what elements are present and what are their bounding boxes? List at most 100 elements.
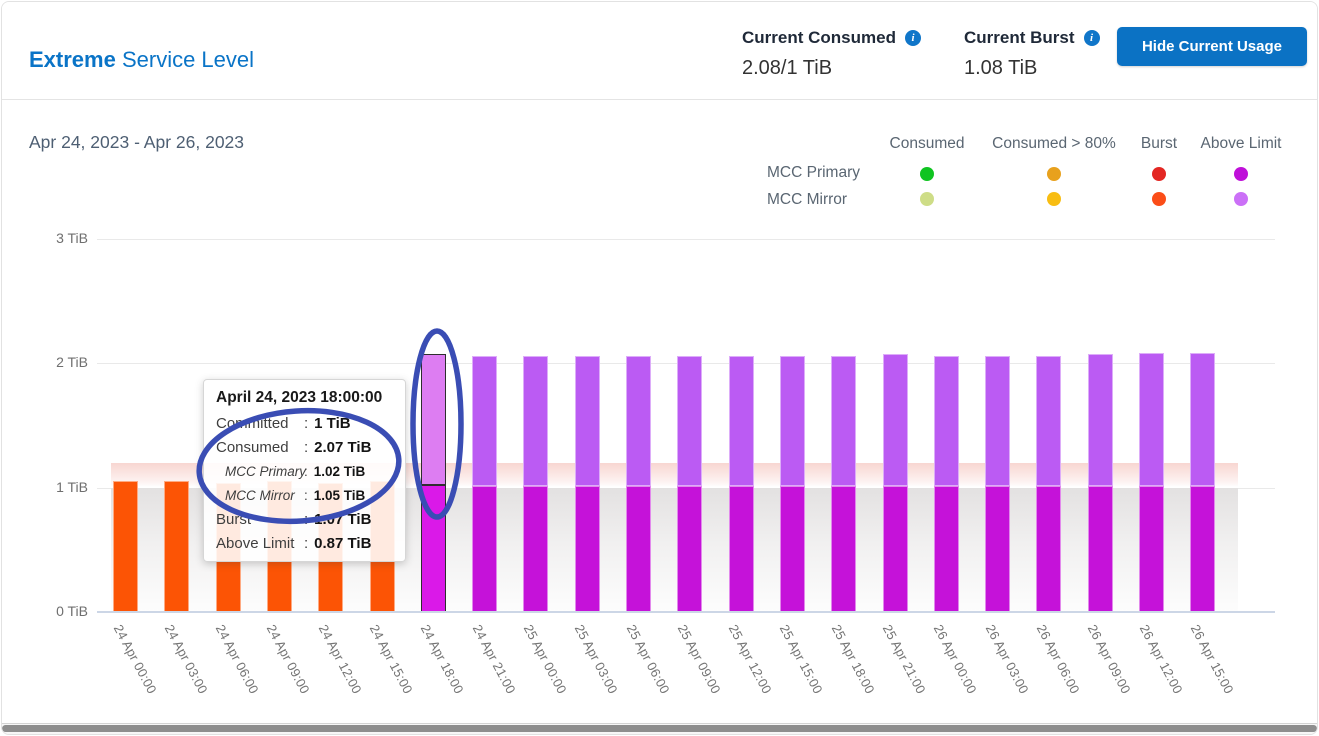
- gridline: [97, 238, 1275, 240]
- x-axis-label: 26 Apr 09:00: [1084, 622, 1134, 697]
- service-level-name: Extreme: [29, 47, 116, 72]
- bar-segment-mcc-primary[interactable]: [1139, 486, 1164, 612]
- tooltip-row-value: 1.05 TiB: [313, 488, 366, 503]
- bar-segment-mcc-mirror[interactable]: [574, 355, 600, 487]
- bar-segment-mcc-primary[interactable]: [779, 486, 805, 612]
- tooltip-row: Committed:1 TiB: [216, 412, 393, 436]
- legend-dot: [1152, 167, 1166, 181]
- bar-segment-mcc-mirror[interactable]: [1190, 353, 1216, 487]
- bar-segment-mcc-mirror[interactable]: [472, 355, 498, 487]
- x-axis-label: 25 Apr 09:00: [674, 622, 724, 697]
- x-axis-label: 25 Apr 18:00: [828, 622, 878, 697]
- tooltip-row-value: 1.07 TiB: [314, 511, 372, 528]
- legend-column-header: Consumed > 80%: [992, 135, 1116, 152]
- x-axis-label: 25 Apr 15:00: [777, 622, 827, 697]
- bar-segment-mcc-mirror[interactable]: [1139, 353, 1164, 487]
- bar-segment-mcc-mirror[interactable]: [728, 355, 754, 487]
- current-burst-metric: Current Burst i 1.08 TiB: [964, 28, 1100, 80]
- x-axis-label: 24 Apr 00:00: [110, 622, 160, 697]
- info-icon[interactable]: i: [1083, 30, 1100, 46]
- legend-dot: [1234, 192, 1248, 206]
- bar-segment-mcc-mirror[interactable]: [933, 355, 959, 487]
- bar-segment-mcc-mirror[interactable]: [1036, 355, 1062, 487]
- current-burst-label: Current Burst: [964, 28, 1075, 47]
- info-icon[interactable]: i: [904, 30, 921, 46]
- tooltip-row: Burst:1.07 TiB: [216, 508, 393, 532]
- tooltip-row-label: Above Limit: [216, 535, 295, 552]
- tooltip-row-label: MCC Mirror: [225, 488, 295, 503]
- bar-segment-mcc-primary[interactable]: [574, 486, 600, 612]
- horizontal-scrollbar[interactable]: [2, 723, 1317, 734]
- legend-dot: [920, 192, 934, 206]
- bar-segment-mcc-primary[interactable]: [831, 486, 857, 612]
- hide-current-usage-button[interactable]: Hide Current Usage: [1117, 27, 1307, 66]
- tooltip-row-label: MCC Primary: [225, 464, 306, 479]
- page-title: Extreme Service Level: [29, 47, 255, 72]
- legend-dot: [1047, 167, 1061, 181]
- tooltip-row: MCC Mirror:1.05 TiB: [216, 484, 393, 508]
- tooltip-row-colon: :: [304, 511, 309, 528]
- y-axis-label: 3 TiB: [56, 229, 88, 246]
- tooltip-row-colon: :: [304, 535, 309, 552]
- x-axis-label: 24 Apr 12:00: [315, 622, 365, 697]
- card-header: Extreme Service Level Current Consumed i…: [2, 2, 1317, 100]
- bar-segment-mcc-primary[interactable]: [1087, 486, 1113, 612]
- bar-segment-mcc-primary[interactable]: [933, 486, 959, 612]
- bar-segment-mcc-mirror[interactable]: [985, 355, 1011, 487]
- bar-burst[interactable]: [113, 481, 138, 612]
- bar-segment-mcc-mirror[interactable]: [779, 355, 805, 487]
- bar-segment-mcc-mirror[interactable]: [523, 355, 549, 487]
- chart-tooltip: April 24, 2023 18:00:00 Committed:1 TiB C…: [203, 379, 406, 562]
- x-axis-label: 25 Apr 21:00: [879, 622, 929, 697]
- legend-dot: [1234, 167, 1248, 181]
- bar-segment-mcc-primary[interactable]: [728, 486, 754, 612]
- x-axis-label: 24 Apr 18:00: [418, 622, 468, 697]
- legend-dot: [1152, 192, 1166, 206]
- tooltip-row-value: 2.07 TiB: [314, 439, 372, 456]
- bar-segment-mcc-mirror[interactable]: [677, 355, 703, 487]
- tooltip-row-label: Burst: [216, 511, 252, 528]
- tooltip-row-colon: :: [304, 439, 309, 456]
- bar-segment-mcc-primary[interactable]: [677, 486, 703, 612]
- tooltip-row-value: 0.87 TiB: [314, 535, 372, 552]
- bar-segment-mcc-primary[interactable]: [1190, 486, 1216, 612]
- tooltip-row-colon: :: [304, 464, 308, 479]
- legend-column-header: Burst: [1140, 135, 1178, 152]
- bar-segment-mcc-primary[interactable]: [626, 486, 651, 612]
- scrollbar-thumb[interactable]: [2, 725, 1317, 732]
- current-consumed-metric: Current Consumed i 2.08/1 TiB: [742, 28, 921, 80]
- bar-segment-mcc-mirror[interactable]: [420, 354, 446, 485]
- bar-segment-mcc-mirror[interactable]: [831, 355, 857, 487]
- bar-segment-mcc-mirror[interactable]: [1087, 354, 1113, 487]
- legend-column-header: Consumed: [889, 135, 965, 152]
- bar-segment-mcc-primary[interactable]: [882, 486, 908, 612]
- tooltip-row-label: Committed: [216, 415, 289, 432]
- x-axis-label: 24 Apr 06:00: [212, 622, 262, 697]
- date-range: Apr 24, 2023 - Apr 26, 2023: [29, 132, 245, 152]
- x-axis-label: 24 Apr 09:00: [264, 622, 314, 697]
- legend-dot: [1047, 192, 1061, 206]
- y-axis-label: 1 TiB: [56, 478, 88, 495]
- bar-segment-mcc-mirror[interactable]: [626, 355, 651, 487]
- tooltip-row-colon: :: [304, 415, 309, 432]
- bar-burst[interactable]: [164, 481, 190, 612]
- bar-segment-mcc-primary[interactable]: [985, 486, 1011, 612]
- tooltip-row-colon: :: [304, 488, 308, 503]
- x-axis-label: 26 Apr 06:00: [1033, 622, 1083, 697]
- x-axis-label: 26 Apr 12:00: [1136, 622, 1186, 697]
- x-axis-label: 25 Apr 00:00: [520, 622, 570, 697]
- x-axis-label: 25 Apr 06:00: [623, 622, 673, 697]
- tooltip-row: Above Limit:0.87 TiB: [216, 532, 393, 556]
- bar-segment-mcc-primary[interactable]: [523, 486, 549, 612]
- x-axis-baseline: [97, 611, 1275, 613]
- x-axis-label: 24 Apr 15:00: [366, 622, 416, 697]
- x-axis-label: 26 Apr 03:00: [982, 622, 1032, 697]
- current-consumed-label: Current Consumed: [742, 28, 896, 47]
- bar-segment-mcc-primary[interactable]: [1036, 486, 1062, 612]
- bar-segment-mcc-mirror[interactable]: [882, 354, 908, 487]
- bar-segment-mcc-primary[interactable]: [420, 485, 446, 612]
- tooltip-row-value: 1 TiB: [314, 415, 351, 432]
- bar-segment-mcc-primary[interactable]: [472, 486, 498, 612]
